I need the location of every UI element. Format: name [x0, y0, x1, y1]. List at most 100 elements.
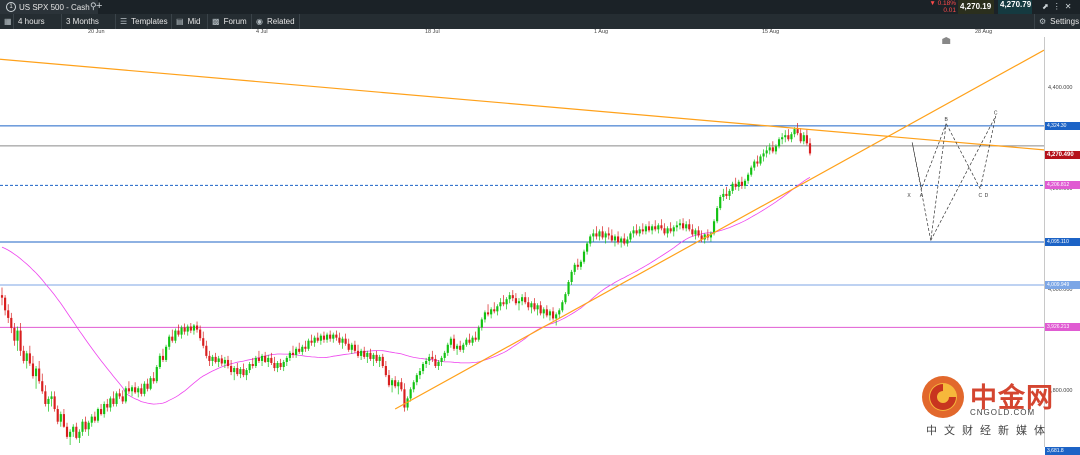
candle-body	[610, 235, 613, 241]
price-level-label: 4,206.812	[1045, 181, 1080, 190]
candle-body	[743, 180, 747, 186]
window-controls: ⬈⋮✕	[1042, 2, 1075, 11]
change-absolute: 0.01	[943, 7, 956, 14]
candle-body	[78, 431, 81, 438]
candle-body	[496, 306, 499, 312]
popout-icon[interactable]: ⬈	[1042, 2, 1053, 11]
candle-body	[0, 295, 4, 298]
search-icon[interactable]: ⚲	[90, 1, 97, 11]
settings-button[interactable]: ⚙ Settings	[1034, 14, 1080, 29]
candle-body	[456, 345, 459, 349]
candle-body	[762, 153, 765, 157]
candle-body	[38, 368, 41, 382]
candle-body	[124, 388, 127, 402]
candle-body	[369, 352, 372, 359]
candle-body	[304, 346, 307, 349]
candle-body	[759, 156, 762, 164]
more-icon[interactable]: ⋮	[1052, 2, 1065, 11]
candle-body	[747, 174, 750, 181]
related-button[interactable]: ◉ Related	[252, 14, 300, 29]
candle-body	[230, 366, 233, 373]
candle-body	[545, 309, 548, 316]
candle-body	[660, 225, 663, 229]
candle-body	[397, 382, 400, 387]
candle-body	[254, 357, 257, 367]
candle-body	[168, 336, 171, 347]
buy-price-box[interactable]: 4,270.79	[998, 0, 1032, 14]
forum-button[interactable]: ▩ Forum	[208, 14, 252, 29]
instrument-tab[interactable]: 1 US SPX 500 - Cash	[0, 0, 98, 14]
templates-button[interactable]: ☰ Templates	[116, 14, 172, 29]
candle-body	[152, 378, 155, 382]
candle-body	[288, 352, 291, 358]
range-select[interactable]: 3 Months	[62, 14, 116, 29]
candle-body	[725, 193, 728, 196]
sidebar-toggle[interactable]: ▦	[0, 14, 14, 29]
close-icon[interactable]: ✕	[1064, 2, 1076, 11]
price-axis[interactable]: 3,800.0004,000.0004,200.0004,400.0004,32…	[1044, 37, 1080, 455]
pattern-point-label: X	[907, 193, 911, 199]
candle-body	[750, 167, 753, 175]
candle-body	[734, 183, 737, 187]
candle-body	[59, 414, 62, 422]
candle-body	[44, 391, 47, 404]
eye-icon: ◉	[256, 17, 263, 26]
logo-text-en: CNGOLD.COM	[970, 408, 1036, 417]
sell-price-box[interactable]: 4,270.19	[958, 0, 996, 14]
candle-body	[332, 334, 335, 339]
logo-icon	[922, 376, 964, 418]
candle-body	[607, 233, 610, 236]
candle-body	[121, 396, 124, 402]
candle-body	[344, 338, 347, 344]
candle-body	[431, 356, 434, 359]
candle-body	[381, 356, 384, 367]
candle-body	[777, 139, 781, 147]
candle-body	[719, 196, 722, 209]
logo-text-cn: 中金网	[970, 383, 1054, 414]
candle-body	[350, 344, 353, 350]
candle-body	[106, 403, 109, 408]
candle-body	[428, 356, 431, 361]
candle-body	[802, 135, 805, 142]
price-tick: 4,000.000	[1048, 287, 1073, 294]
candle-body	[415, 375, 418, 383]
candle-body	[72, 426, 75, 432]
candle-body	[613, 236, 617, 241]
pattern-point-label: A	[920, 193, 924, 199]
candle-body	[462, 344, 465, 350]
price-chart[interactable]: X ABC DC	[0, 37, 1044, 447]
candle-body	[805, 135, 808, 144]
plus-icon[interactable]: +	[96, 0, 103, 12]
candle-body	[400, 382, 403, 390]
candle-body	[774, 146, 778, 152]
candle-body	[325, 334, 329, 340]
pattern-point-label: B	[945, 117, 949, 123]
info-icon[interactable]: 1	[6, 2, 16, 12]
candle-body	[508, 295, 511, 300]
candle-body	[56, 409, 59, 422]
candle-body	[239, 369, 242, 375]
candle-body	[375, 354, 378, 361]
candle-body	[765, 150, 768, 154]
candle-body	[279, 362, 282, 368]
event-marker-icon	[942, 37, 951, 44]
candle-body	[623, 238, 626, 244]
candle-body	[716, 208, 719, 222]
candle-body	[372, 354, 375, 359]
candle-body	[130, 387, 134, 392]
candle-body	[740, 181, 743, 186]
candle-body	[378, 356, 381, 361]
candle-body	[632, 230, 635, 234]
candle-body	[260, 355, 264, 361]
candle-body	[616, 236, 620, 243]
candle-body	[712, 221, 716, 234]
timeframe-select[interactable]: 4 hours	[14, 14, 62, 29]
bar-chart-icon: ▤	[176, 17, 184, 26]
price-change: ▼ 0.18% 0.01	[922, 0, 958, 14]
logo-subtitle: 中文财经新媒体	[926, 424, 1052, 437]
price-type-button[interactable]: ▤ Mid	[172, 14, 208, 29]
candle-body	[75, 426, 78, 438]
candle-body	[115, 393, 118, 404]
candle-body	[149, 378, 152, 389]
candle-body	[449, 338, 452, 345]
